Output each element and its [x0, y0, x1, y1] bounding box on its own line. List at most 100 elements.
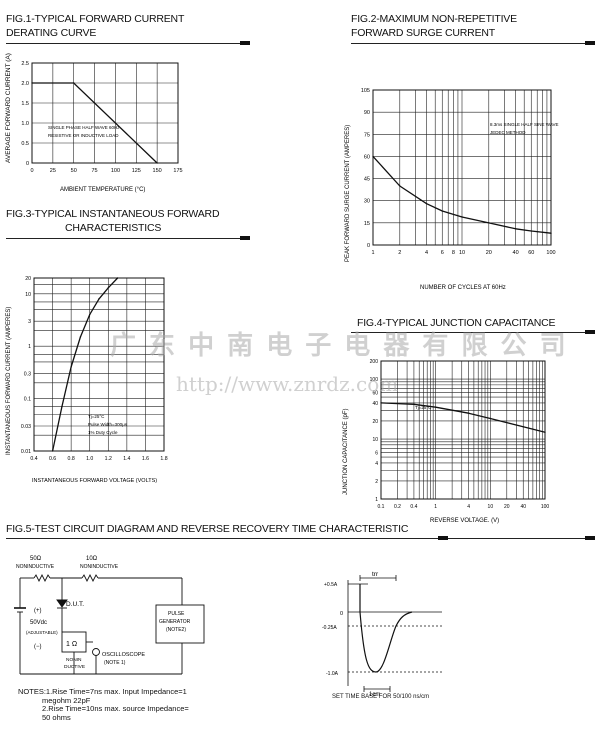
x-tick-label: 1.6	[142, 456, 149, 462]
y-tick-label: 4	[375, 461, 378, 467]
y-tick-label: 30	[364, 199, 370, 205]
waveform-trace	[359, 584, 413, 673]
y-tick-label: 0.3	[24, 372, 31, 378]
test-circuit-diagram: 50Ω NONINDUCTIVE 10Ω NONINDUCTIVE D.U.T.…	[14, 556, 205, 675]
source-plus-label: (+)	[34, 608, 42, 614]
waveform-minus10-label: -1.0A	[326, 671, 339, 677]
fig5-note-line-3: 2.Rise Time=10ns max. source Impedance=	[42, 704, 189, 713]
fig3-x-axis-label: INSTANTANEOUS FORWARD VOLTAGE (VOLTS)	[32, 478, 157, 484]
y-tick-label: 10	[372, 437, 378, 443]
data-point	[489, 417, 492, 420]
y-tick-label: 75	[364, 132, 370, 138]
fig5-title-marker-left	[438, 536, 448, 540]
plot-frame	[33, 277, 165, 452]
fig5-note-line-4: 50 ohms	[42, 712, 71, 722]
resistor-50ohm-label: 50Ω	[30, 556, 42, 562]
fig2-chart: 1 2 4 6 8 10 20 40 60 100 0 15 30 45 60 75 90 105 PEAK FO…	[345, 88, 559, 291]
waveform-trr-label: trr	[372, 571, 379, 578]
fig2-note-1: 8.3ms SINGLE HALF SINE WAVE	[490, 122, 559, 127]
y-tick-label: 0.03	[21, 424, 31, 430]
fig2-title-line1: FIG.2-MAXIMUM NON-REPETITIVE	[351, 13, 517, 25]
plot-frame	[372, 89, 552, 246]
fig3-y-axis-label: INSTANTANEOUS FORWARD CURRENT (AMPERES)	[6, 307, 12, 455]
fig3-chart: 0.4 0.6 0.8 1.0 1.2 1.4 1.6 1.8 20 10 3 1 0.3 0.1 0.03…	[6, 276, 168, 484]
fig4-chart: 0.1 0.2 0.4 1 4 10 20 40 100 200 100 60 40 20 10 6 4 2 1 J…	[343, 359, 550, 524]
x-tick-label: 1.4	[123, 456, 130, 462]
fig2-y-axis-label: PEAK FORWARD SURGE CURRENT (AMPERES)	[345, 125, 351, 262]
oscilloscope-probe-symbol	[92, 648, 100, 656]
data-point	[413, 403, 415, 405]
y-tick-label: 100	[370, 377, 379, 383]
x-tick-label: 1.0	[86, 456, 93, 462]
data-series-line	[51, 277, 119, 452]
y-tick-label: 0.01	[21, 449, 31, 455]
dut-label: D.U.T.	[66, 601, 84, 608]
waveform-1cm-label: 1cm	[369, 692, 380, 698]
y-tick-label: 15	[364, 221, 370, 227]
fig4-plot-area: 0.1 0.2 0.4 1 4 10 20 40 100 200 100 60 40 20 10 6 4 2 1	[370, 359, 550, 510]
fig5-notes: NOTES:1.Rise Time=7ns max. Input Impedan…	[18, 687, 189, 722]
fig3-note-3: 1% Duty Cycle	[88, 430, 118, 435]
fig1-y-axis-label: AVERAGE FORWARD CURRENT (A)	[5, 53, 12, 163]
y-tick-label: 2.5	[21, 61, 29, 67]
watermark-url: http://www.znrdz.com	[176, 372, 399, 396]
x-tick-label: 25	[50, 168, 56, 174]
fig4-y-axis-label: JUNCTION CAPACITANCE (pF)	[343, 409, 349, 495]
x-tick-label: 75	[92, 168, 98, 174]
fig2-x-axis-label: NUMBER OF CYCLES AT 60Hz	[420, 285, 506, 291]
data-point	[372, 155, 374, 158]
data-point	[514, 228, 517, 230]
y-tick-label: 1.5	[21, 101, 29, 107]
fig5-title: FIG.5-TEST CIRCUIT DIAGRAM AND REVERSE R…	[6, 523, 409, 535]
x-tick-label: 0.2	[394, 504, 401, 510]
data-point	[461, 216, 463, 218]
data-point	[550, 232, 552, 234]
fig3-title-line1: FIG.3-TYPICAL INSTANTANEOUS FORWARD	[6, 208, 220, 220]
source-minus-label: (−)	[34, 644, 42, 650]
generator-label-1: PULSE	[168, 611, 185, 617]
resistor-10ohm-label: 10Ω	[86, 556, 98, 562]
waveform-caption: SET TIME BASE FOR 50/100 ns/cm	[332, 694, 430, 700]
x-tick-label: 50	[71, 168, 77, 174]
y-tick-label: 2	[375, 479, 378, 485]
source-voltage-label: 50Vdc	[30, 620, 47, 626]
watermark-company: 广 东 中 南 电 子 电 器 有 限 公 司	[110, 331, 568, 361]
fig1-title-line1: FIG.1-TYPICAL FORWARD CURRENT	[6, 13, 185, 25]
x-tick-label: 1.8	[160, 456, 167, 462]
data-point	[107, 287, 109, 289]
x-tick-label: 150	[153, 168, 162, 174]
data-point	[399, 185, 401, 187]
y-tick-label: 0	[26, 161, 29, 167]
resistor-1ohm-type-1: NONIN	[66, 657, 82, 663]
fig1-title-marker	[240, 41, 250, 45]
y-tick-label: 1.0	[21, 121, 29, 127]
x-tick-label: 8	[452, 250, 455, 256]
y-tick-label: 10	[25, 292, 31, 298]
fig4-x-axis-label: REVERSE VOLTAGE. (V)	[430, 518, 499, 524]
y-tick-label: 40	[372, 401, 378, 407]
fig2-plot-area: 1 2 4 6 8 10 20 40 60 100 0 15 30 45 60 75 90 105	[361, 88, 556, 256]
pulse-generator-box	[155, 604, 205, 644]
data-point	[156, 162, 158, 164]
fig1-chart: 0 25 50 75 100 125 150 175 0 0.5 1.0 1.5 2.0 2.5 AVER…	[5, 53, 183, 193]
data-point	[89, 313, 91, 316]
x-tick-label: 0.4	[30, 456, 37, 462]
x-tick-label: 175	[173, 168, 182, 174]
data-point	[488, 222, 490, 224]
data-point	[31, 82, 33, 84]
y-tick-label: 0.5	[21, 141, 29, 147]
reverse-recovery-waveform: trr +0.5A 0 -0.25A -1.0A 1cm	[322, 571, 442, 698]
fig3-title-rule	[6, 238, 250, 239]
generator-label-3: (NOTE2)	[166, 627, 186, 633]
y-tick-label: 6	[375, 450, 378, 456]
x-tick-label: 0.6	[49, 456, 56, 462]
x-tick-label: 100	[546, 250, 555, 256]
plot-frame	[31, 62, 179, 164]
fig5-note-line-2: megohm 22pF	[42, 695, 91, 705]
data-point	[79, 336, 82, 338]
x-tick-label: 20	[504, 504, 510, 510]
data-point	[116, 277, 119, 279]
data-point	[61, 406, 63, 408]
data-point	[467, 412, 470, 414]
fig4-title-marker	[585, 330, 595, 334]
